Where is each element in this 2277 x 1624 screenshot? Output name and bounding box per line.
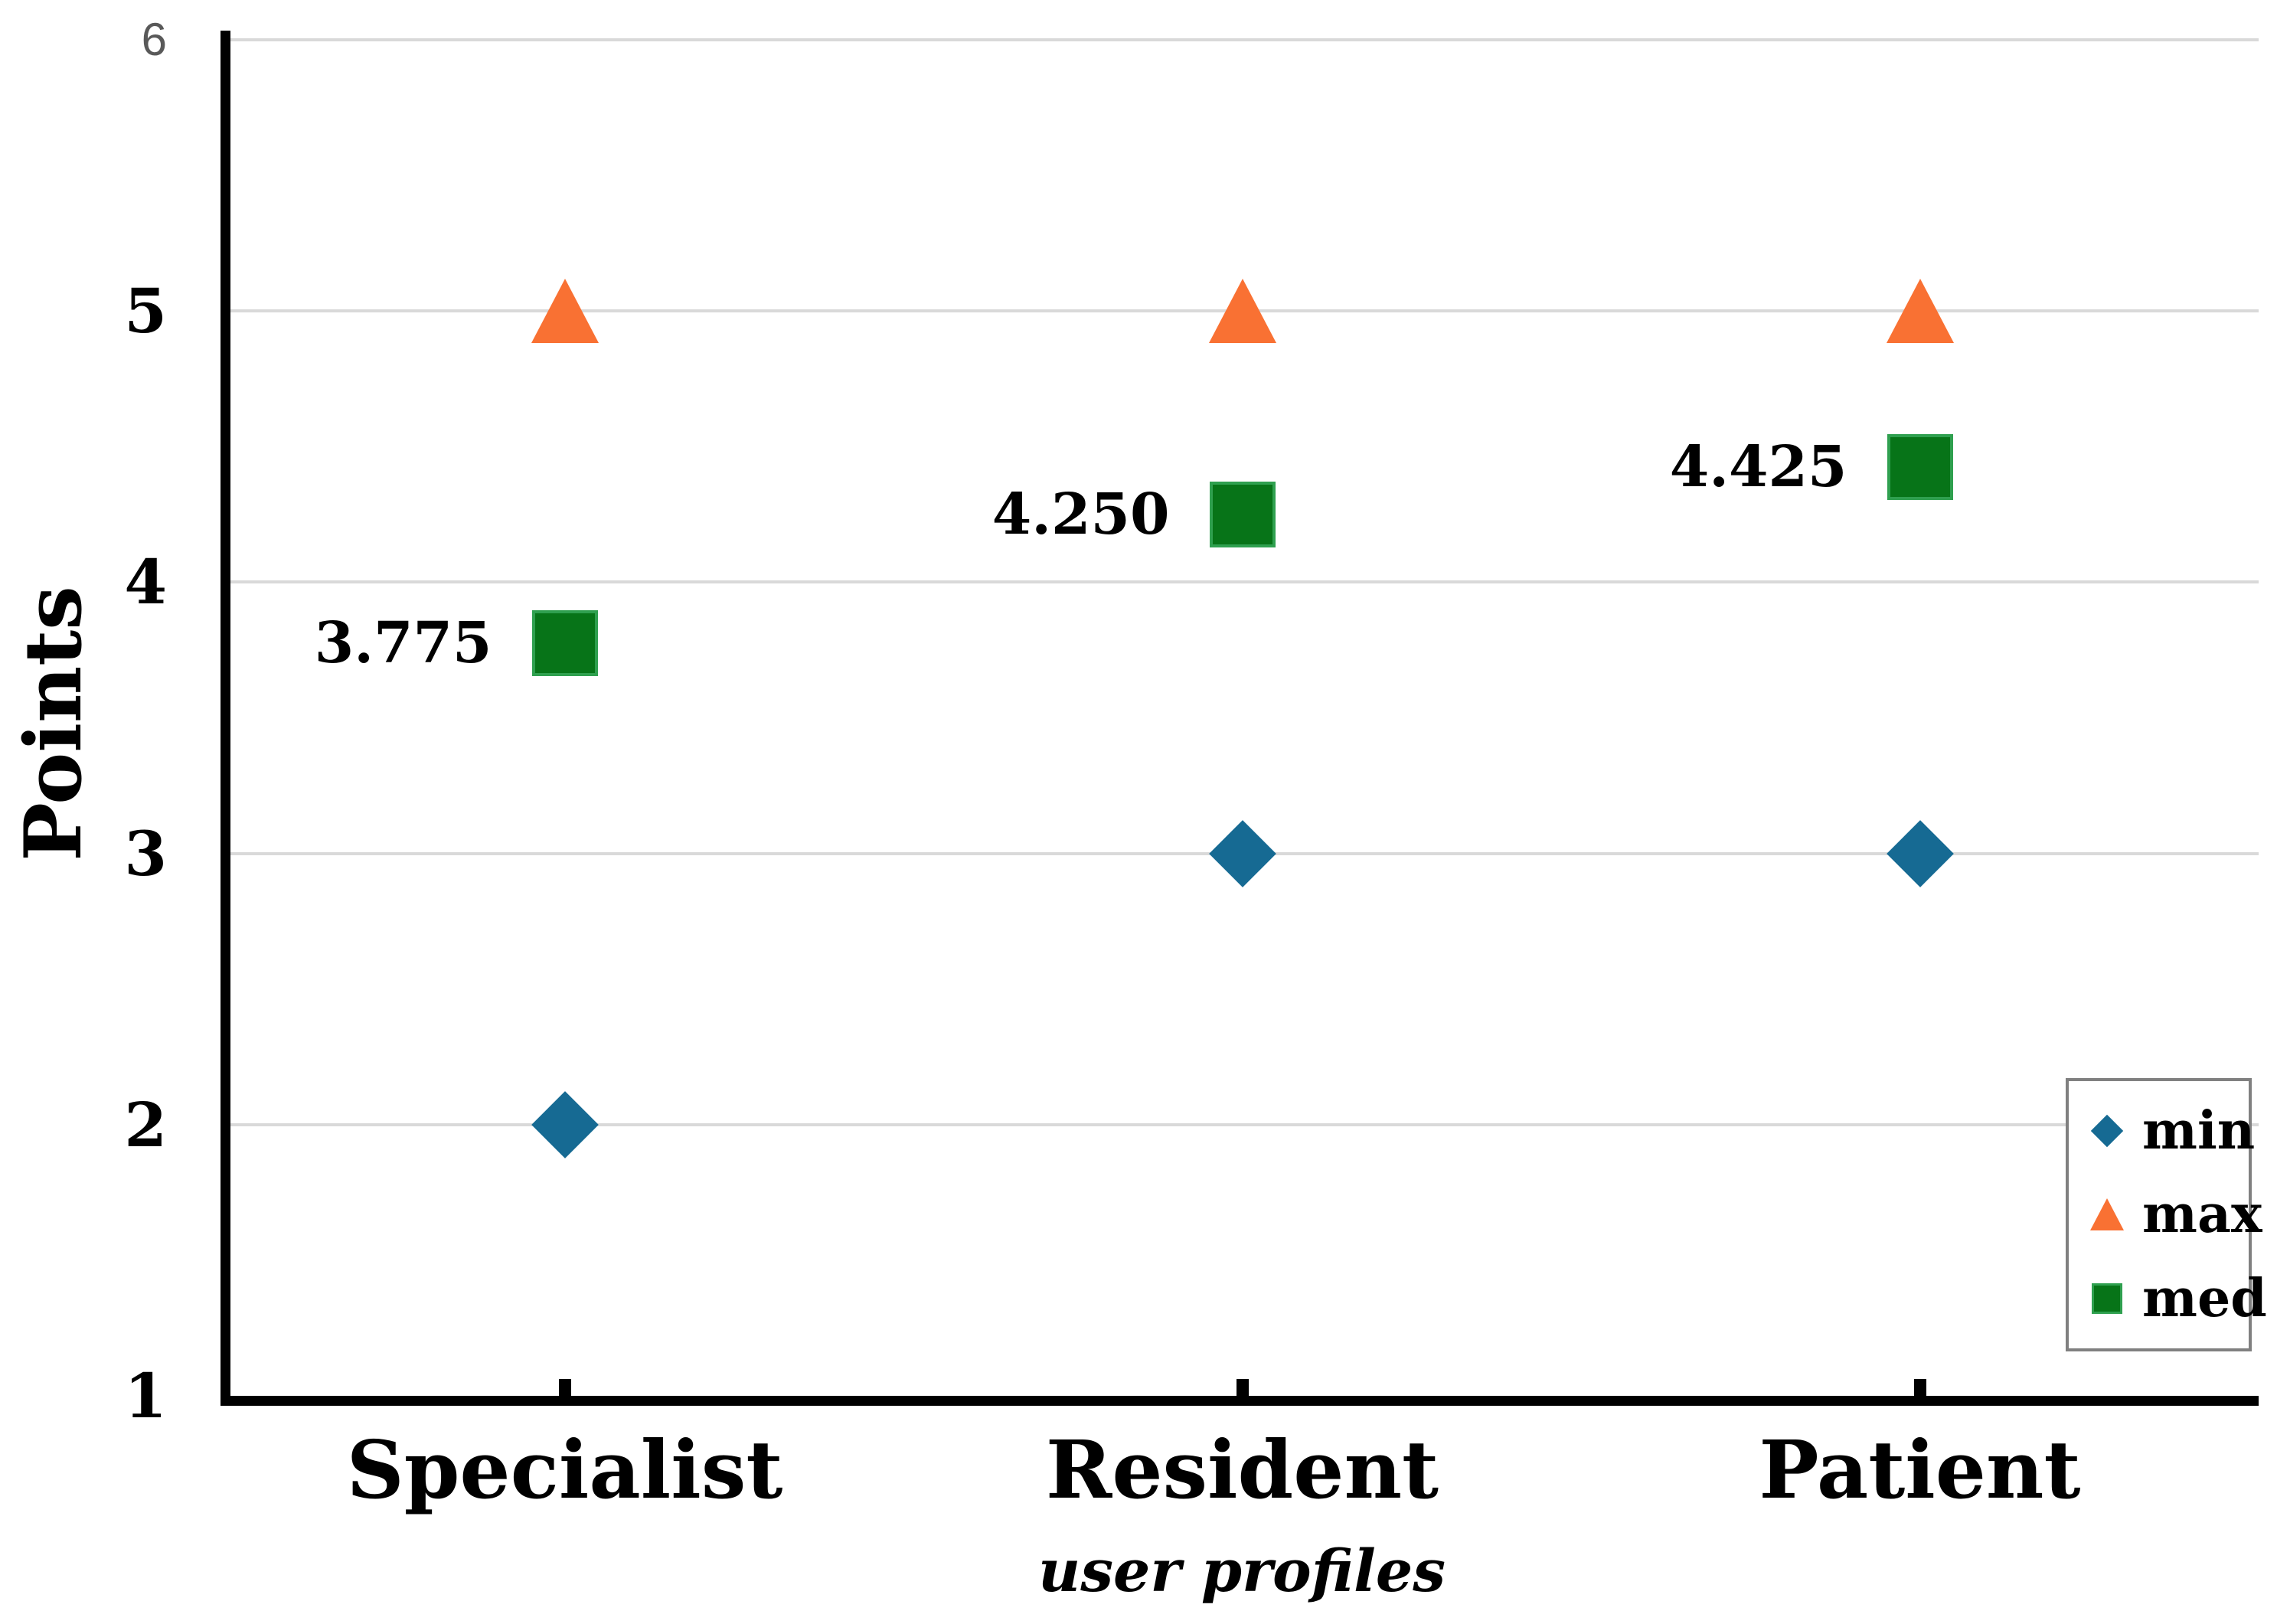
y-tick-label-1: 1 (124, 1360, 167, 1432)
marker-max-resident (1208, 279, 1276, 344)
y-tick-label-2: 2 (124, 1088, 167, 1161)
med-marker-glyph (2092, 1283, 2122, 1315)
legend-item-max: max (2089, 1188, 2262, 1240)
data-label-med-resident: 4.250 (991, 481, 1170, 547)
data-label-med-specialist: 3.775 (314, 610, 492, 677)
x-axis-line (221, 1396, 2259, 1406)
x-tick-patient (1913, 1379, 1926, 1396)
y-tick-label-6: 6 (141, 14, 167, 65)
marker-med-patient (1887, 433, 1953, 500)
y-axis-line (221, 31, 230, 1406)
legend-label-max: max (2142, 1184, 2262, 1246)
x-category-label-resident: Resident (1045, 1423, 1439, 1517)
marker-max-specialist (531, 279, 599, 344)
marker-min-resident (1208, 819, 1276, 887)
marker-min-patient (1886, 819, 1954, 887)
legend-label-min: min (2142, 1100, 2256, 1162)
y-tick-label-5: 5 (124, 275, 167, 348)
x-tick-specialist (558, 1379, 571, 1396)
legend-square-icon (2089, 1280, 2125, 1317)
marker-med-specialist (531, 610, 598, 677)
marker-max-patient (1886, 279, 1954, 344)
marker-min-specialist (531, 1090, 599, 1158)
legend-diamond-icon (2089, 1113, 2125, 1149)
x-category-label-specialist: Specialist (346, 1423, 783, 1517)
legend-label-med: med (2142, 1268, 2267, 1330)
x-category-label-patient: Patient (1759, 1423, 2081, 1517)
gridline-y-4 (226, 580, 2259, 584)
x-axis-title: user profiles (1037, 1537, 1446, 1605)
gridline-y-2 (226, 1122, 2259, 1126)
legend-item-min: min (2089, 1105, 2255, 1157)
legend: min max med (2066, 1078, 2267, 1351)
y-tick-label-3: 3 (124, 817, 167, 890)
legend-item-med: med (2089, 1273, 2267, 1325)
min-marker-glyph (2090, 1114, 2124, 1148)
data-label-med-patient: 4.425 (1669, 433, 1847, 500)
legend-triangle-icon (2089, 1196, 2125, 1233)
marker-med-resident (1209, 481, 1276, 547)
gridline-y-6 (226, 38, 2259, 41)
max-marker-glyph (2090, 1198, 2124, 1231)
x-tick-resident (1236, 1379, 1249, 1396)
y-tick-label-4: 4 (124, 546, 167, 619)
